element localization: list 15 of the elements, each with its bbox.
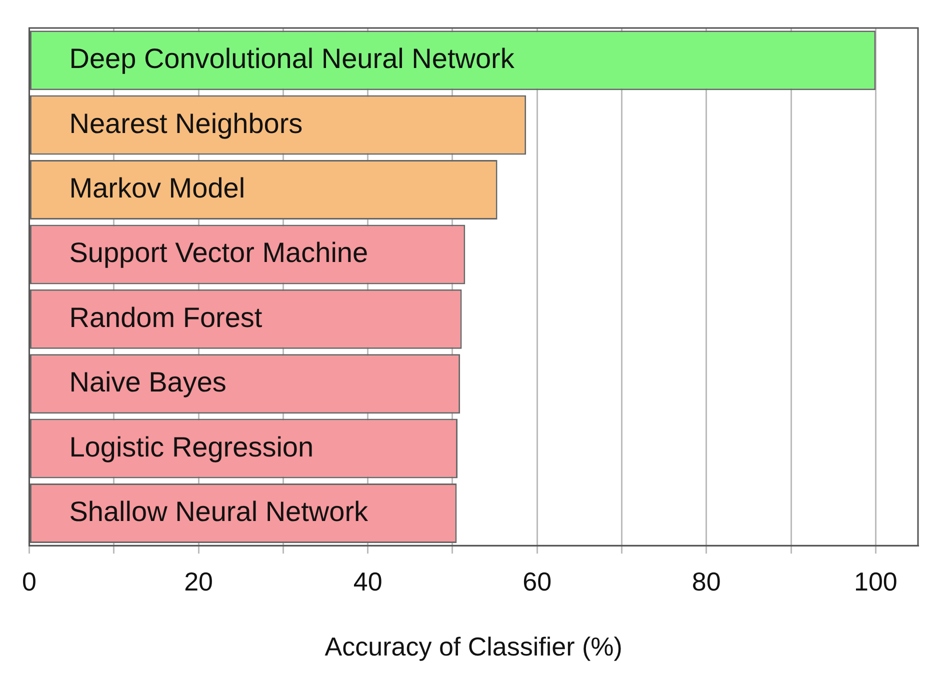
y-tick-label: Naive Bayes (69, 366, 226, 398)
x-axis-title: Accuracy of Classifier (%) (324, 632, 622, 662)
y-tick-label: Logistic Regression (69, 431, 314, 462)
y-tick-label: Deep Convolutional Neural Network (69, 43, 516, 74)
x-tick-label: 60 (522, 566, 552, 596)
y-tick-label: Shallow Neural Network (69, 496, 370, 527)
x-tick-label: 40 (353, 566, 382, 596)
x-tick-label: 80 (692, 566, 721, 596)
y-tick-label: Random Forest (69, 302, 262, 333)
y-tick-label: Nearest Neighbors (69, 108, 303, 139)
x-tick-label: 0 (22, 566, 36, 596)
y-tick-label: Markov Model (69, 172, 246, 204)
x-tick-label: 20 (184, 566, 213, 596)
x-tick-label: 100 (854, 566, 898, 596)
y-tick-label: Support Vector Machine (69, 237, 368, 268)
